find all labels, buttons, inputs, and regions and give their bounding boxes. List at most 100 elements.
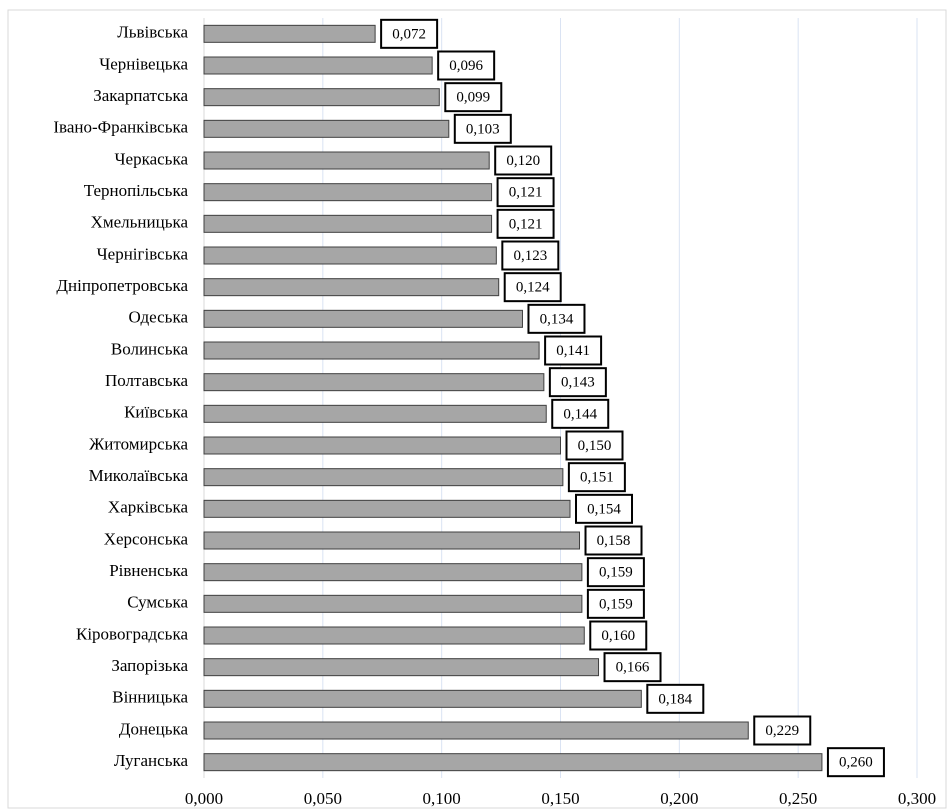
bar [203, 246, 497, 265]
value-label: 0,184 [658, 691, 692, 707]
bar [203, 404, 547, 423]
y-tick-label: Рівненська [109, 561, 188, 580]
value-label: 0,144 [563, 406, 597, 422]
value-label: 0,096 [449, 58, 483, 74]
bar [203, 309, 523, 328]
value-label-box [565, 430, 624, 461]
value-label-box [567, 462, 626, 493]
value-label-box [494, 145, 553, 176]
y-tick-label: Дніпропетровська [56, 276, 188, 295]
y-tick-label: Черкаська [115, 149, 189, 168]
bar [203, 24, 376, 43]
value-label-box [586, 557, 645, 588]
y-tick-label: Луганська [114, 751, 189, 770]
y-tick-label: Донецька [119, 719, 189, 738]
value-label-box [453, 113, 512, 144]
y-tick-label: Полтавська [105, 371, 188, 390]
bar [203, 753, 823, 772]
y-tick-label: Сумська [127, 593, 188, 612]
value-label-box [826, 747, 885, 778]
value-label-box [444, 82, 503, 113]
y-tick-label: Чернівецька [99, 54, 188, 73]
y-tick-label: Івано-Франківська [53, 118, 188, 137]
y-tick-label: Київська [124, 403, 188, 422]
value-label: 0,141 [556, 343, 590, 359]
value-label-box [575, 493, 634, 524]
bar [203, 563, 583, 582]
value-label-box [503, 272, 562, 303]
y-tick-label: Волинська [111, 339, 189, 358]
bar [203, 373, 545, 392]
value-label: 0,229 [765, 723, 799, 739]
bar [203, 278, 500, 297]
value-label-box [544, 335, 603, 366]
value-label: 0,159 [599, 596, 633, 612]
bar [203, 594, 583, 613]
y-tick-label: Львівська [117, 23, 188, 42]
value-label: 0,124 [516, 280, 550, 296]
bar [203, 119, 450, 138]
y-tick-label: Харківська [108, 498, 189, 517]
value-label: 0,158 [597, 533, 631, 549]
bar [203, 56, 433, 75]
x-tick-label: 0,000 [185, 789, 223, 808]
bar [203, 531, 581, 550]
bar [203, 468, 564, 487]
value-label-box [589, 620, 648, 651]
x-tick-label: 0,250 [779, 789, 817, 808]
value-label: 0,121 [509, 185, 543, 201]
bar [203, 721, 749, 740]
x-tick-label: 0,200 [660, 789, 698, 808]
value-label-box [380, 18, 439, 49]
value-label-box [527, 303, 586, 334]
value-label: 0,134 [540, 311, 574, 327]
value-label-box [586, 588, 645, 619]
y-tick-label: Одеська [128, 308, 188, 327]
value-label-box [603, 652, 662, 683]
value-label-box [496, 208, 555, 239]
value-label-box [753, 715, 812, 746]
bar [203, 88, 440, 107]
bar [203, 436, 561, 455]
value-label: 0,151 [580, 470, 614, 486]
value-label-box [437, 50, 496, 81]
x-tick-label: 0,050 [304, 789, 342, 808]
value-label: 0,120 [506, 153, 540, 169]
value-label: 0,154 [587, 501, 621, 517]
value-label: 0,123 [513, 248, 547, 264]
value-label-box [496, 177, 555, 208]
y-tick-label: Хмельницька [91, 213, 189, 232]
y-tick-label: Кіровоградська [76, 624, 188, 643]
value-label: 0,072 [392, 26, 426, 42]
y-tick-label: Житомирська [89, 434, 188, 453]
value-label-box [584, 525, 643, 556]
value-label: 0,150 [578, 438, 612, 454]
bar [203, 341, 540, 360]
value-label: 0,143 [561, 375, 595, 391]
bar [203, 151, 490, 170]
bar [203, 183, 493, 202]
value-label-box [646, 683, 705, 714]
y-tick-label: Закарпатська [93, 86, 188, 105]
value-label: 0,166 [616, 660, 650, 676]
value-label: 0,160 [601, 628, 635, 644]
bar [203, 658, 600, 677]
bar [203, 214, 493, 233]
value-label-box [548, 367, 607, 398]
value-label-box [551, 398, 610, 429]
x-tick-label: 0,100 [423, 789, 461, 808]
value-label: 0,099 [456, 90, 490, 106]
bar [203, 626, 585, 645]
chart-border [7, 9, 947, 809]
value-label: 0,121 [509, 216, 543, 232]
y-tick-label: Чернігівська [97, 244, 189, 263]
value-label: 0,260 [839, 755, 873, 771]
bar [203, 689, 642, 708]
y-tick-label: Вінницька [112, 688, 188, 707]
value-label-box [501, 240, 560, 271]
x-tick-label: 0,150 [541, 789, 579, 808]
y-tick-label: Миколаївська [89, 466, 189, 485]
y-tick-label: Запорізька [111, 656, 188, 675]
y-tick-label: Херсонська [104, 529, 189, 548]
